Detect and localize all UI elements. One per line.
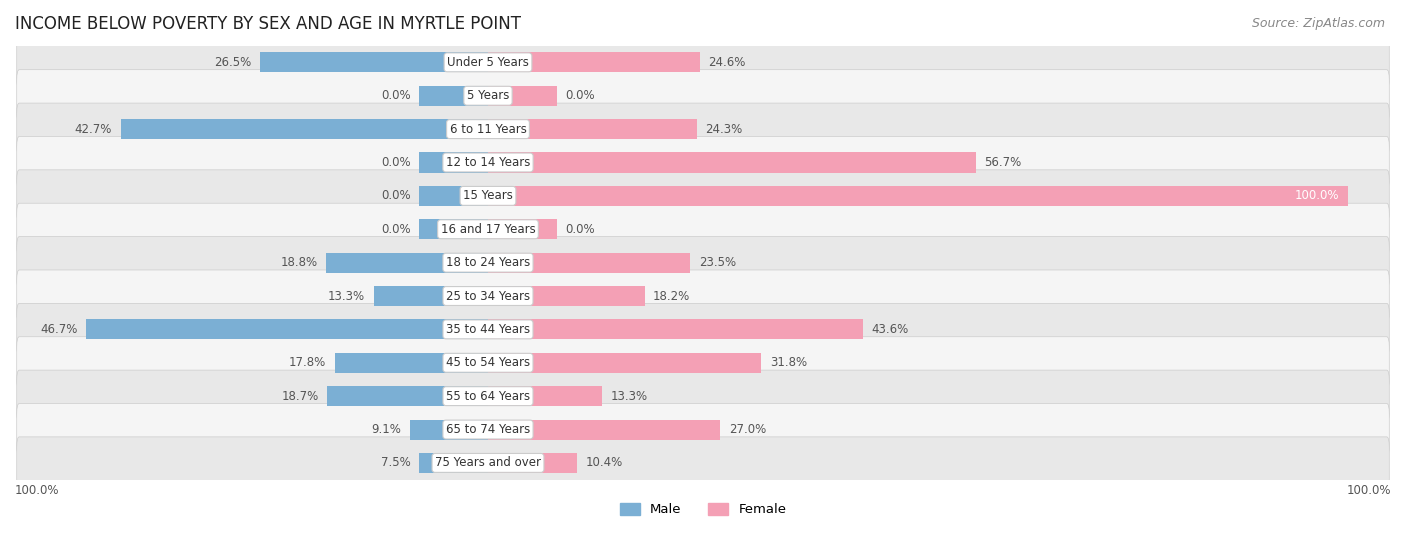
Bar [121, 119, 488, 139]
Bar [488, 153, 976, 173]
Text: 18 to 24 Years: 18 to 24 Years [446, 256, 530, 269]
Text: INCOME BELOW POVERTY BY SEX AND AGE IN MYRTLE POINT: INCOME BELOW POVERTY BY SEX AND AGE IN M… [15, 15, 522, 33]
Bar [419, 186, 488, 206]
Bar [488, 286, 644, 306]
Text: 12 to 14 Years: 12 to 14 Years [446, 156, 530, 169]
Text: 100.0%: 100.0% [1347, 484, 1391, 496]
Text: 7.5%: 7.5% [381, 456, 411, 470]
Text: 56.7%: 56.7% [984, 156, 1022, 169]
Text: 9.1%: 9.1% [371, 423, 401, 436]
Bar [488, 253, 690, 273]
Text: 100.0%: 100.0% [15, 484, 59, 496]
Text: 24.3%: 24.3% [706, 122, 742, 136]
Text: 26.5%: 26.5% [214, 56, 252, 69]
Bar [488, 86, 557, 106]
FancyBboxPatch shape [17, 170, 1389, 222]
Text: 65 to 74 Years: 65 to 74 Years [446, 423, 530, 436]
Bar [488, 419, 720, 439]
Bar [419, 453, 488, 473]
Text: 27.0%: 27.0% [728, 423, 766, 436]
Bar [488, 53, 700, 72]
Text: 25 to 34 Years: 25 to 34 Years [446, 290, 530, 302]
Text: 24.6%: 24.6% [709, 56, 745, 69]
Text: 13.3%: 13.3% [328, 290, 366, 302]
FancyBboxPatch shape [17, 236, 1389, 288]
Legend: Male, Female: Male, Female [620, 503, 786, 517]
Bar [488, 353, 762, 373]
Text: 43.6%: 43.6% [872, 323, 908, 336]
FancyBboxPatch shape [17, 36, 1389, 88]
Text: 0.0%: 0.0% [381, 156, 411, 169]
Text: 42.7%: 42.7% [75, 122, 112, 136]
FancyBboxPatch shape [17, 136, 1389, 188]
Text: 15 Years: 15 Years [463, 190, 513, 202]
Bar [328, 386, 488, 406]
Text: 75 Years and over: 75 Years and over [434, 456, 541, 470]
Bar [335, 353, 488, 373]
FancyBboxPatch shape [17, 203, 1389, 255]
Text: 55 to 64 Years: 55 to 64 Years [446, 390, 530, 402]
Bar [419, 219, 488, 239]
Text: 18.2%: 18.2% [654, 290, 690, 302]
Text: 35 to 44 Years: 35 to 44 Years [446, 323, 530, 336]
Text: 18.8%: 18.8% [281, 256, 318, 269]
Bar [374, 286, 488, 306]
Bar [326, 253, 488, 273]
Text: 31.8%: 31.8% [770, 356, 807, 369]
Bar [488, 453, 578, 473]
Text: 0.0%: 0.0% [381, 89, 411, 102]
Bar [488, 219, 557, 239]
FancyBboxPatch shape [17, 304, 1389, 356]
Text: Under 5 Years: Under 5 Years [447, 56, 529, 69]
Bar [409, 419, 488, 439]
Text: 10.4%: 10.4% [586, 456, 623, 470]
FancyBboxPatch shape [17, 270, 1389, 322]
FancyBboxPatch shape [17, 437, 1389, 489]
Bar [488, 319, 863, 339]
Text: 18.7%: 18.7% [281, 390, 319, 402]
FancyBboxPatch shape [17, 103, 1389, 155]
Bar [86, 319, 488, 339]
Text: 17.8%: 17.8% [290, 356, 326, 369]
Text: 6 to 11 Years: 6 to 11 Years [450, 122, 526, 136]
Bar [419, 153, 488, 173]
Text: Source: ZipAtlas.com: Source: ZipAtlas.com [1251, 17, 1385, 30]
FancyBboxPatch shape [17, 404, 1389, 456]
Text: 100.0%: 100.0% [1295, 190, 1340, 202]
FancyBboxPatch shape [17, 337, 1389, 389]
Text: 23.5%: 23.5% [699, 256, 735, 269]
Text: 46.7%: 46.7% [41, 323, 77, 336]
Text: 0.0%: 0.0% [381, 222, 411, 236]
Text: 5 Years: 5 Years [467, 89, 509, 102]
Bar [488, 119, 697, 139]
Text: 45 to 54 Years: 45 to 54 Years [446, 356, 530, 369]
Text: 0.0%: 0.0% [565, 89, 595, 102]
Text: 0.0%: 0.0% [565, 222, 595, 236]
Bar [260, 53, 488, 72]
Text: 16 and 17 Years: 16 and 17 Years [440, 222, 536, 236]
Bar [488, 186, 1348, 206]
Bar [488, 386, 602, 406]
FancyBboxPatch shape [17, 370, 1389, 422]
Text: 13.3%: 13.3% [612, 390, 648, 402]
FancyBboxPatch shape [17, 70, 1389, 122]
Bar [419, 86, 488, 106]
Text: 0.0%: 0.0% [381, 190, 411, 202]
